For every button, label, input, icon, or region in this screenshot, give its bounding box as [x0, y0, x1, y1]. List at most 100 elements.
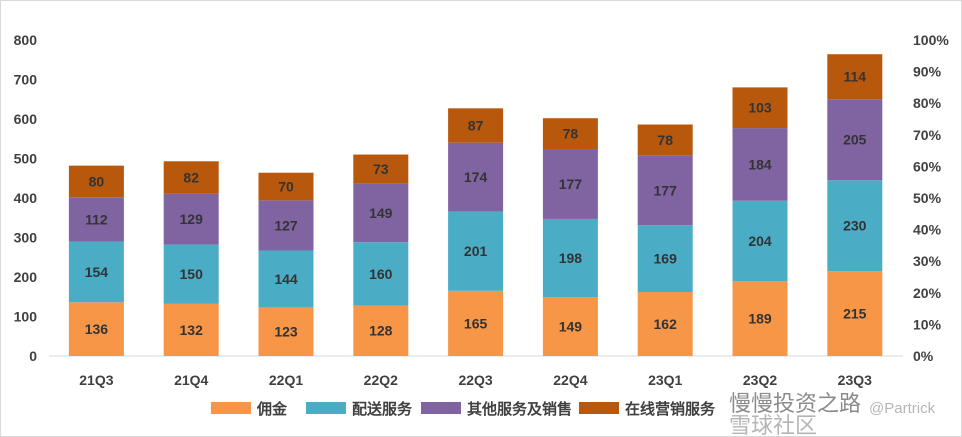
y2-tick-label: 70% — [913, 127, 942, 143]
y2-tick-label: 20% — [913, 285, 942, 301]
data-label: 70 — [278, 179, 294, 195]
data-label: 149 — [369, 205, 393, 221]
bar-segment — [258, 200, 314, 251]
legend-label: 配送服务 — [352, 400, 413, 418]
bar-segment — [258, 250, 314, 308]
bar-segment — [732, 200, 788, 282]
bar-segment — [542, 297, 598, 356]
legend-swatch — [211, 402, 251, 414]
bar-segment — [542, 218, 598, 298]
legend-swatch — [579, 402, 619, 414]
y-tick-label: 800 — [14, 32, 38, 48]
data-label: 174 — [464, 169, 488, 185]
y2-tick-label: 0% — [913, 348, 934, 364]
data-label: 87 — [468, 118, 484, 134]
x-tick-label: 22Q4 — [553, 372, 587, 388]
bar-segment — [68, 197, 124, 242]
bar-segment — [827, 180, 883, 272]
y-tick-label: 100 — [14, 309, 38, 325]
y2-tick-label: 90% — [913, 64, 942, 80]
watermark-handle: @Partrick — [869, 400, 936, 417]
bar-segment — [68, 241, 124, 303]
bar-segment — [68, 165, 124, 198]
bar-segment — [163, 244, 219, 304]
bar-segment — [353, 242, 409, 306]
y2-tick-label: 30% — [913, 253, 942, 269]
x-tick-label: 23Q2 — [743, 372, 777, 388]
bar-segment — [353, 154, 409, 184]
y-tick-label: 600 — [14, 111, 38, 127]
bar-segment — [353, 305, 409, 356]
data-label: 129 — [180, 211, 204, 227]
bar-segment — [163, 161, 219, 194]
bar-segment — [353, 183, 409, 243]
data-label: 78 — [563, 126, 579, 142]
y-tick-label: 300 — [14, 230, 38, 246]
data-label: 230 — [843, 218, 867, 234]
x-tick-label: 22Q2 — [364, 372, 398, 388]
bar-segment — [827, 54, 883, 100]
bar-segment — [448, 290, 504, 356]
data-label: 162 — [654, 316, 678, 332]
x-tick-label: 23Q3 — [838, 372, 872, 388]
data-label: 82 — [183, 169, 199, 185]
legend-swatch — [421, 402, 461, 414]
data-label: 189 — [748, 311, 772, 327]
data-label: 123 — [274, 324, 298, 340]
data-label: 204 — [748, 233, 772, 249]
data-label: 149 — [559, 319, 583, 335]
y2-tick-label: 100% — [913, 32, 949, 48]
data-label: 177 — [654, 182, 678, 198]
y2-tick-label: 10% — [913, 316, 942, 332]
bar-segment — [732, 87, 788, 129]
bar-segment — [827, 99, 883, 181]
bar-segment — [732, 128, 788, 201]
data-label: 154 — [85, 264, 109, 280]
y2-tick-label: 80% — [913, 95, 942, 111]
legend-label: 佣金 — [256, 400, 288, 418]
bar-segment — [448, 211, 504, 291]
y-tick-label: 500 — [14, 151, 38, 167]
data-label: 80 — [89, 173, 105, 189]
data-label: 136 — [85, 321, 109, 337]
x-tick-label: 22Q3 — [458, 372, 492, 388]
data-label: 160 — [369, 266, 393, 282]
legend-label: 其他服务及销售 — [467, 400, 572, 418]
y2-tick-label: 50% — [913, 190, 942, 206]
bar-segment — [637, 155, 693, 226]
bar-segment — [163, 303, 219, 356]
data-label: 165 — [464, 315, 488, 331]
data-label: 128 — [369, 323, 393, 339]
data-label: 103 — [748, 100, 772, 116]
bar-segment — [163, 193, 219, 245]
data-label: 114 — [844, 69, 867, 85]
bar-segment — [827, 271, 883, 356]
data-label: 73 — [373, 161, 389, 177]
data-label: 150 — [180, 266, 204, 282]
bar-segment — [732, 281, 788, 356]
y2-tick-label: 40% — [913, 222, 942, 238]
x-tick-label: 22Q1 — [269, 372, 303, 388]
y-tick-label: 700 — [14, 72, 38, 88]
bar-segment — [448, 108, 504, 143]
data-label: 198 — [559, 250, 583, 266]
legend-swatch — [306, 402, 346, 414]
y-tick-label: 400 — [14, 190, 38, 206]
data-label: 177 — [559, 176, 583, 192]
data-label: 132 — [180, 322, 204, 338]
data-label: 78 — [657, 132, 673, 148]
data-label: 201 — [464, 243, 488, 259]
x-tick-label: 21Q4 — [174, 372, 208, 388]
data-label: 184 — [748, 156, 772, 172]
bar-segment — [258, 172, 314, 201]
x-tick-label: 21Q3 — [79, 372, 113, 388]
y-tick-label: 0 — [29, 348, 37, 364]
data-label: 112 — [85, 211, 108, 227]
y-tick-label: 200 — [14, 269, 38, 285]
data-label: 205 — [843, 132, 867, 148]
bar-segment — [637, 124, 693, 156]
bar-segment — [637, 292, 693, 356]
watermark-site: 雪球社区 — [729, 413, 818, 437]
